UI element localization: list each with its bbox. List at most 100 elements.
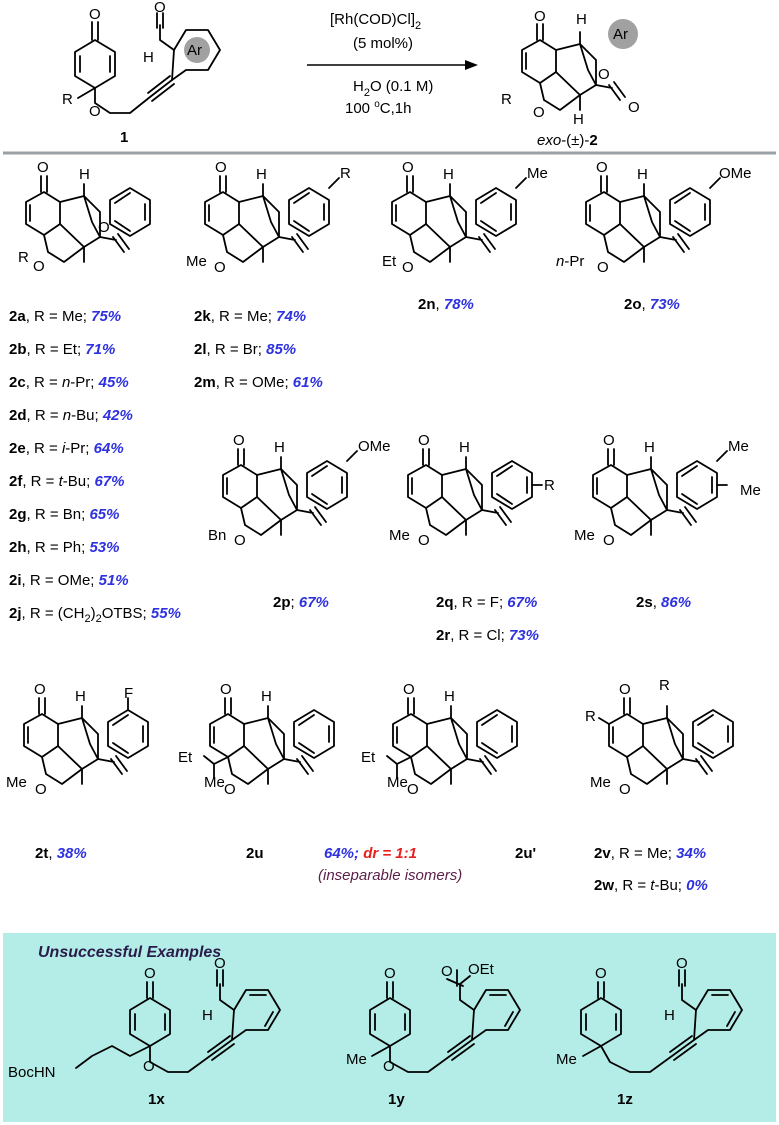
atom-Me: Me	[389, 527, 410, 544]
atom-R: R	[501, 91, 512, 108]
atom-OEt: OEt	[468, 961, 495, 978]
atom-O: O	[144, 965, 156, 982]
atom-Et: Et	[382, 253, 397, 270]
atom-H: H	[664, 1007, 675, 1024]
atom-O: O	[418, 532, 430, 549]
unsuccessful-box	[3, 933, 776, 1122]
atom-O: O	[603, 432, 615, 449]
atom-O: O	[34, 681, 46, 698]
label-2a: 2a, R = Me; 75%	[9, 308, 121, 325]
structure-2o	[585, 175, 721, 263]
label-2r: 2r, R = Cl; 73%	[436, 627, 539, 644]
label-2m: 2m, R = OMe; 61%	[194, 374, 323, 391]
atom-Me: Me	[527, 165, 548, 182]
ar-label: Ar	[613, 26, 628, 43]
atom-O: O	[215, 159, 227, 176]
atom-O: O	[35, 781, 47, 798]
label-2n: 2n, 78%	[418, 296, 474, 313]
atom-H: H	[256, 166, 267, 183]
atom-O: O	[154, 0, 166, 16]
product-label: exo-(±)-2	[537, 132, 598, 149]
loading: (5 mol%)	[353, 35, 413, 52]
label-1y: 1y	[388, 1091, 405, 1108]
atom-O: O	[89, 103, 101, 120]
atom-H: H	[202, 1007, 213, 1024]
atom-O: O	[384, 965, 396, 982]
structure-2t	[23, 697, 149, 785]
structure-2a	[25, 175, 151, 263]
atom-O: O	[234, 532, 246, 549]
atom-nPr: n-Pr	[556, 253, 584, 270]
atom-OMe: OMe	[719, 165, 752, 182]
atom-H: H	[79, 166, 90, 183]
atom-BocHN: BocHN	[8, 1064, 56, 1081]
label-2p: 2p; 67%	[273, 594, 329, 611]
label-2c: 2c, R = n-Pr; 45%	[9, 374, 129, 391]
label-2d: 2d, R = n-Bu; 42%	[9, 407, 133, 424]
atom-O: O	[214, 955, 226, 972]
atom-O: O	[533, 104, 545, 121]
catalyst: [Rh(COD)Cl]2	[330, 11, 421, 32]
atom-H: H	[573, 111, 584, 128]
atom-Me: Me	[574, 527, 595, 544]
atom-Et: Et	[361, 749, 376, 766]
atom-O: O	[595, 965, 607, 982]
atom-O: O	[220, 681, 232, 698]
label-2u-prime: 2u'	[515, 845, 536, 862]
atom-R: R	[659, 677, 670, 694]
label-2u: 2u	[246, 845, 264, 862]
structure-2v	[598, 697, 734, 785]
label-2u-yield: 64%; dr = 1:1	[324, 845, 417, 862]
label-2o: 2o, 73%	[624, 296, 680, 313]
atom-Me: Me	[346, 1051, 367, 1068]
label-2v: 2v, R = Me; 34%	[594, 845, 706, 862]
label-2t: 2t, 38%	[35, 845, 87, 862]
atom-H: H	[443, 166, 454, 183]
label-2q: 2q, R = F; 67%	[436, 594, 537, 611]
unsuccessful-title: Unsuccessful Examples	[38, 944, 221, 961]
label-2s: 2s, 86%	[636, 594, 691, 611]
atom-O: O	[603, 532, 615, 549]
atom-H: H	[261, 688, 272, 705]
atom-Me: Me	[740, 482, 761, 499]
atom-O: O	[534, 8, 546, 25]
atom-Me: Me	[186, 253, 207, 270]
atom-O: O	[403, 681, 415, 698]
label-2l: 2l, R = Br; 85%	[194, 341, 296, 358]
atom-R: R	[585, 708, 596, 725]
atom-Bn: Bn	[208, 527, 226, 544]
label-2w: 2w, R = t-Bu; 0%	[594, 877, 708, 894]
structure-2k	[204, 175, 340, 263]
structure-1y	[369, 969, 521, 1073]
label-2e: 2e, R = i-Pr; 64%	[9, 440, 124, 457]
atom-O: O	[214, 259, 226, 276]
atom-Et: Et	[178, 749, 193, 766]
atom-H: H	[644, 439, 655, 456]
atom-Me: Me	[556, 1051, 577, 1068]
label-2g: 2g, R = Bn; 65%	[9, 506, 120, 523]
solvent: H2O (0.1 M)	[353, 78, 433, 99]
atom-O: O	[33, 258, 45, 275]
atom-O: O	[37, 159, 49, 176]
sm-label: 1	[120, 129, 128, 146]
atom-O: O	[383, 1058, 395, 1075]
label-2k: 2k, R = Me; 74%	[194, 308, 306, 325]
atom-O: O	[628, 99, 640, 116]
atom-O: O	[89, 6, 101, 23]
structure-1x	[75, 969, 281, 1073]
atom-R: R	[340, 165, 351, 182]
atom-Me: Me	[590, 774, 611, 791]
compound-1	[74, 12, 221, 114]
atom-Me: Me	[6, 774, 27, 791]
atom-O: O	[676, 955, 688, 972]
atom-O: O	[441, 963, 453, 980]
atom-OMe: OMe	[358, 438, 391, 455]
atom-H: H	[444, 688, 455, 705]
label-2f: 2f, R = t-Bu; 67%	[9, 473, 125, 490]
label-2h: 2h, R = Ph; 53%	[9, 539, 120, 556]
atom-H: H	[576, 11, 587, 28]
structure-2p	[222, 448, 358, 536]
structure-2q	[407, 448, 543, 536]
label-2i: 2i, R = OMe; 51%	[9, 572, 129, 589]
